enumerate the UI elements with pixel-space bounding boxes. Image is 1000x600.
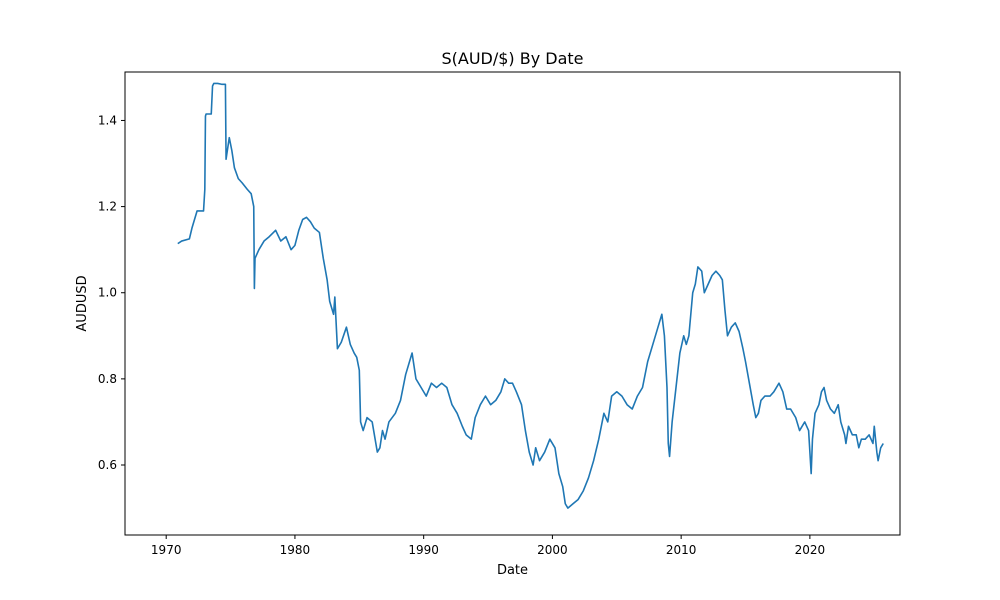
y-axis: 0.6 0.8 1.0 1.2 1.4: [98, 113, 125, 472]
series-line-audusd: [177, 82, 884, 509]
chart-title: S(AUD/$) By Date: [441, 49, 583, 68]
y-tick-label: 0.6: [98, 458, 117, 472]
x-tick-label: 1970: [151, 543, 182, 557]
y-tick-label: 1.0: [98, 286, 117, 300]
x-tick-label: 2000: [537, 543, 568, 557]
y-tick-label: 1.2: [98, 200, 117, 214]
x-axis: 1970 1980 1990 2000 2010 2020: [151, 535, 825, 557]
y-tick-label: 1.4: [98, 113, 117, 127]
y-tick-label: 0.8: [98, 372, 117, 386]
x-tick-label: 1990: [408, 543, 439, 557]
x-tick-label: 2020: [795, 543, 826, 557]
x-tick-label: 1980: [280, 543, 311, 557]
y-axis-label: AUDUSD: [75, 275, 90, 331]
x-tick-label: 2010: [666, 543, 697, 557]
axes-frame: [124, 71, 901, 536]
plot-area: [124, 71, 901, 536]
x-axis-label: Date: [497, 563, 528, 578]
